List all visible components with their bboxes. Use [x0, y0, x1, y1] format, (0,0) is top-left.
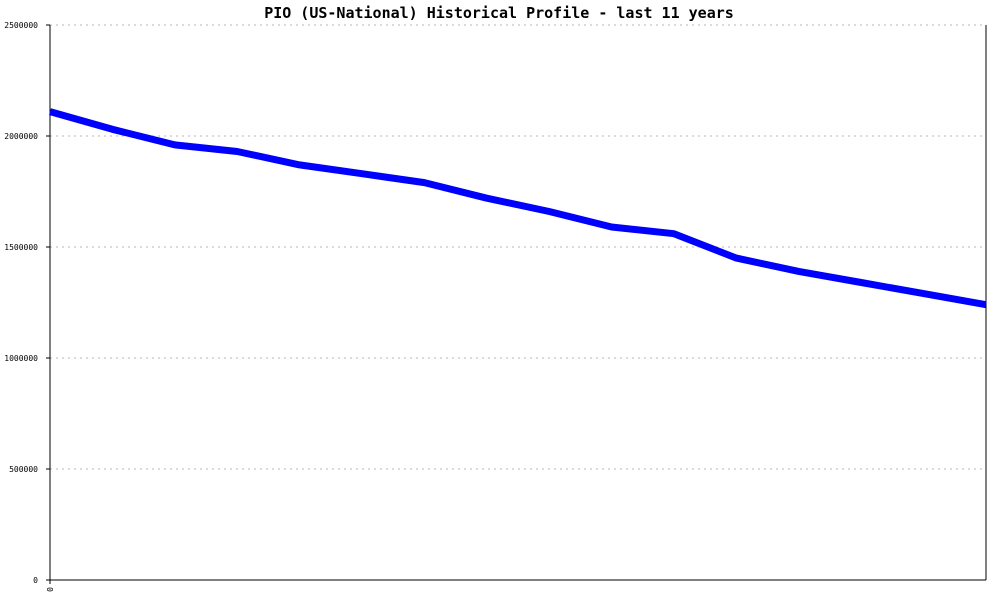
y-axis-ticks: 2500000 2000000 1500000 1000000 500000 0 [4, 21, 50, 585]
x-axis-ticks: 0 [46, 580, 55, 592]
y-tick-label: 1000000 [4, 354, 38, 363]
series-line [49, 108, 987, 309]
y-tick-label: 1500000 [4, 243, 38, 252]
chart-title: PIO (US-National) Historical Profile - l… [264, 4, 734, 22]
y-tick-label: 500000 [9, 465, 38, 474]
series-group [49, 108, 987, 309]
y-tick-label: 0 [33, 576, 38, 585]
y-tick-label: 2500000 [4, 21, 38, 30]
x-tick-label: 0 [46, 587, 55, 592]
y-tick-label: 2000000 [4, 132, 38, 141]
grid [50, 24, 986, 470]
